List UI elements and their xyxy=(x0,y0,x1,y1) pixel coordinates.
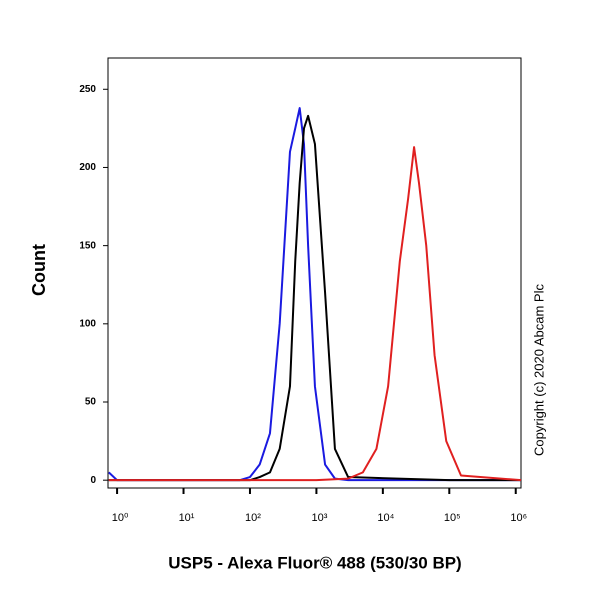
histogram-line xyxy=(108,114,521,482)
x-tick-label: 10⁴ xyxy=(377,512,394,524)
x-tick-label: 10⁵ xyxy=(444,512,461,524)
histogram-line xyxy=(108,146,522,482)
y-tick-label: 250 xyxy=(79,84,96,95)
y-tick-label: 100 xyxy=(79,318,96,329)
y-tick-label: 150 xyxy=(79,240,96,251)
y-tick-label: 0 xyxy=(90,475,96,486)
x-tick-label: 10⁰ xyxy=(112,512,129,524)
x-axis-label: USP5 - Alexa Fluor® 488 (530/30 BP) xyxy=(168,553,461,572)
y-tick-label: 200 xyxy=(79,162,96,173)
y-axis-label: Count xyxy=(29,244,49,296)
x-tick-label: 10⁶ xyxy=(510,512,527,524)
x-tick-label: 10² xyxy=(245,512,261,524)
x-tick-label: 10³ xyxy=(311,512,327,524)
copyright: Copyright (c) 2020 Abcam Plc xyxy=(531,284,546,456)
plot-frame xyxy=(107,57,522,489)
x-tick-label: 10¹ xyxy=(179,512,195,524)
y-tick-label: 50 xyxy=(85,397,97,408)
histogram-line xyxy=(108,107,521,482)
